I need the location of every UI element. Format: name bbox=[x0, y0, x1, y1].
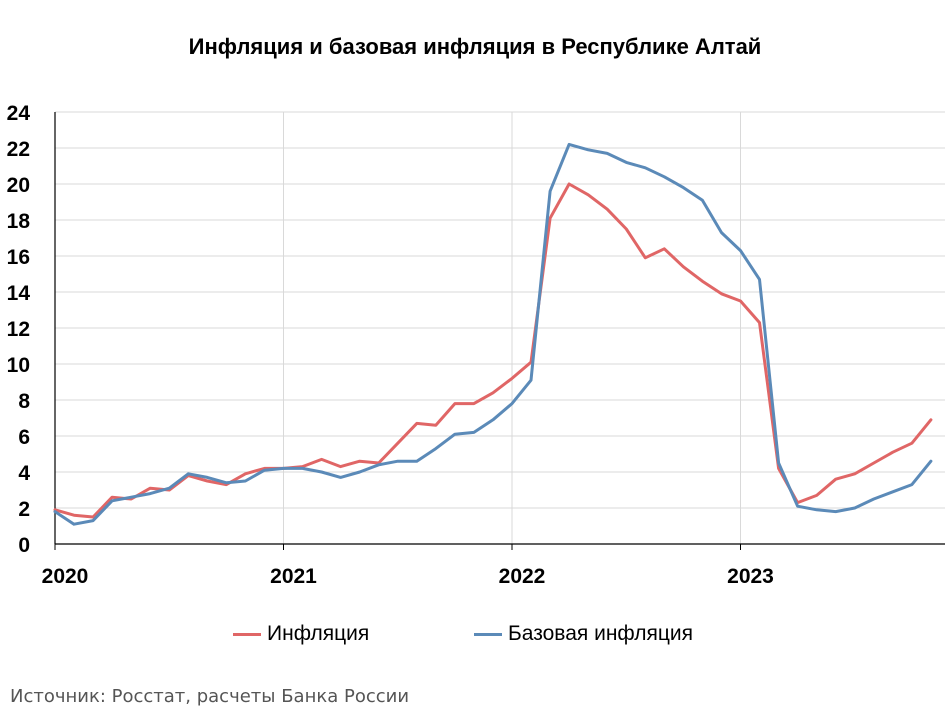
series-line-inflation bbox=[53, 182, 933, 519]
y-tick-label: 20 bbox=[7, 174, 30, 197]
axes bbox=[54, 112, 945, 550]
legend-label-core-inflation: Базовая инфляция bbox=[508, 622, 694, 645]
series-lines bbox=[53, 142, 933, 526]
source-note: Источник: Росстат, расчеты Банка России bbox=[10, 686, 410, 707]
y-tick-label: 2 bbox=[18, 498, 30, 521]
legend-item-inflation: Инфляция bbox=[233, 622, 369, 646]
legend-swatch-core-inflation bbox=[474, 632, 502, 636]
legend-swatch-inflation bbox=[233, 632, 261, 636]
grid-lines bbox=[55, 111, 945, 544]
x-tick-label: 2022 bbox=[499, 565, 546, 588]
y-tick-label: 14 bbox=[7, 282, 31, 305]
y-tick-label: 8 bbox=[18, 390, 30, 413]
y-tick-label: 0 bbox=[18, 534, 30, 557]
y-tick-label: 16 bbox=[7, 246, 30, 269]
y-tick-label: 18 bbox=[7, 210, 31, 233]
y-tick-label: 24 bbox=[7, 102, 31, 125]
x-tick-label: 2020 bbox=[42, 565, 89, 588]
x-tick-label: 2021 bbox=[270, 565, 317, 588]
legend-item-core-inflation: Базовая инфляция bbox=[474, 622, 693, 646]
y-tick-label: 22 bbox=[7, 138, 30, 161]
y-tick-label: 4 bbox=[18, 462, 30, 485]
chart-title: Инфляция и базовая инфляция в Республике… bbox=[188, 34, 762, 59]
legend-label-inflation: Инфляция bbox=[267, 622, 370, 645]
x-tick-label: 2023 bbox=[727, 565, 774, 588]
y-tick-label: 12 bbox=[7, 318, 30, 341]
y-tick-label: 10 bbox=[7, 354, 30, 377]
series-line-core-inflation bbox=[53, 142, 933, 526]
y-tick-label: 6 bbox=[18, 426, 30, 449]
